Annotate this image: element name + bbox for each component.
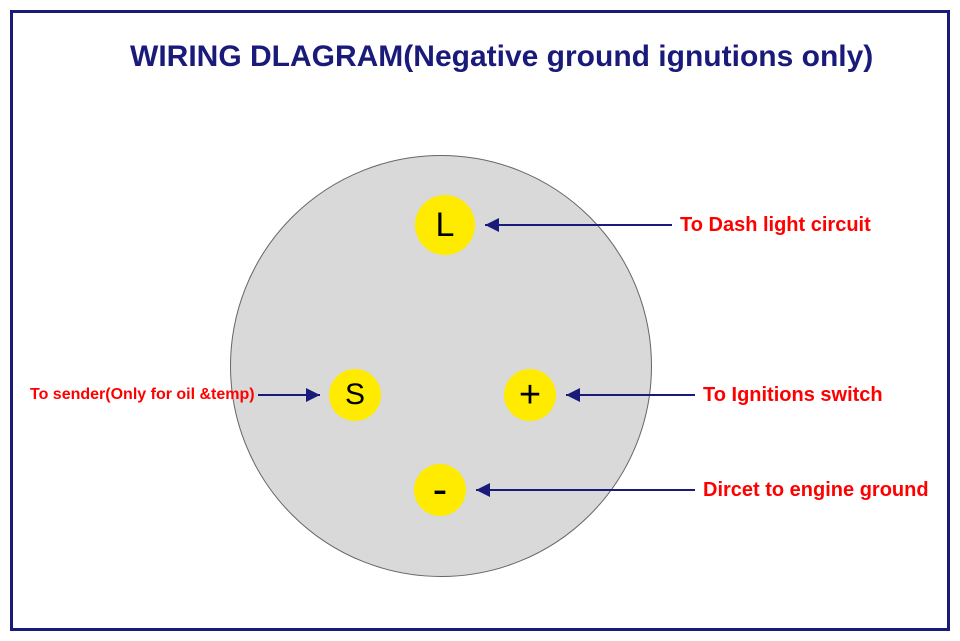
arrow-plus-line [566, 394, 695, 396]
arrow-L-head [485, 218, 499, 232]
terminal-L-letter: L [436, 208, 455, 242]
arrow-plus-head [566, 388, 580, 402]
terminal-S-letter: S [345, 380, 365, 410]
arrow-minus-head [476, 483, 490, 497]
label-L: To Dash light circuit [680, 214, 871, 237]
label-minus: Dircet to engine ground [703, 479, 929, 502]
terminal-minus-letter: - [433, 468, 448, 512]
arrow-S-head [306, 388, 320, 402]
terminal-plus-letter: + [519, 376, 541, 414]
diagram-title: WIRING DLAGRAM(Negative ground ignutions… [130, 40, 873, 74]
arrow-L-line [485, 224, 672, 226]
label-S: To sender(Only for oil &temp) [30, 386, 255, 404]
terminal-L: L [415, 195, 475, 255]
terminal-minus: - [414, 464, 466, 516]
arrow-minus-line [476, 489, 695, 491]
label-plus: To Ignitions switch [703, 384, 883, 407]
terminal-plus: + [504, 369, 556, 421]
terminal-S: S [329, 369, 381, 421]
